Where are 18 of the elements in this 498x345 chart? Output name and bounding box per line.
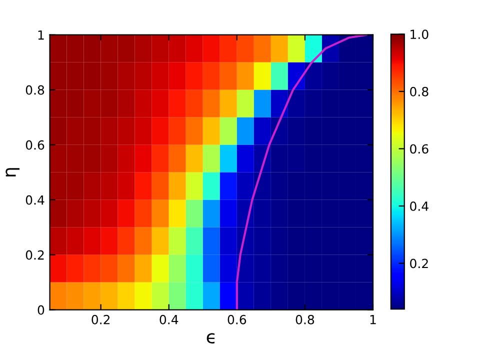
x-axis-title: ϵ — [206, 333, 215, 344]
x-tick-label: 1 — [370, 315, 376, 324]
color-bar-label: 0.2 — [410, 258, 428, 268]
y-tick-label: 0.2 — [26, 250, 44, 260]
x-tick-label: 0.6 — [228, 314, 246, 324]
y-tick-label: 1 — [38, 30, 44, 40]
x-tick-label: 0.2 — [92, 314, 110, 324]
y-tick-label: 0.6 — [26, 140, 44, 150]
color-bar-label: 0.8 — [410, 86, 428, 96]
y-axis-title: η — [6, 168, 20, 176]
y-tick-label: 0.4 — [26, 195, 44, 205]
color-bar-label: 1.0 — [410, 30, 428, 40]
x-tick-label: 0.4 — [160, 314, 178, 324]
color-bar-label: 0.4 — [410, 201, 428, 211]
x-tick-label: 0.8 — [296, 314, 314, 324]
y-tick-label: 0.8 — [26, 85, 44, 95]
color-bar-label: 0.6 — [410, 144, 428, 154]
y-tick-label: 0 — [38, 305, 44, 315]
